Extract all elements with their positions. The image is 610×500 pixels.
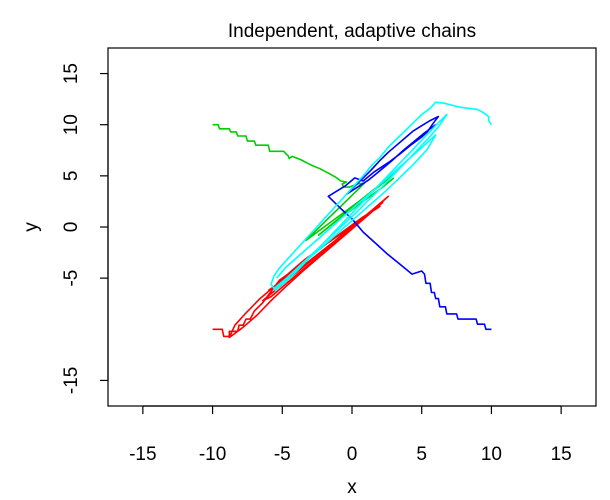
y-tick-label: 5 xyxy=(61,171,82,182)
x-tick-label: 0 xyxy=(347,444,358,465)
series-layer xyxy=(212,101,493,339)
y-tick-label: -5 xyxy=(61,270,82,287)
y-axis-label: y xyxy=(21,222,42,232)
x-axis: -15 -10 -5 0 5 10 15 xyxy=(129,405,572,465)
x-tick-label: -5 xyxy=(274,444,291,465)
x-tick-label: 10 xyxy=(481,444,502,465)
series-line-1 xyxy=(212,195,390,339)
y-tick-label: 15 xyxy=(61,63,82,84)
series-line-4 xyxy=(270,101,493,292)
x-tick-label: -15 xyxy=(129,444,156,465)
x-tick-label: 15 xyxy=(551,444,572,465)
y-tick-label: 10 xyxy=(61,114,82,135)
x-axis-label: x xyxy=(347,477,357,498)
y-axis: -15 -5 0 5 10 15 xyxy=(61,63,109,394)
y-tick-label: 0 xyxy=(61,222,82,233)
chart-title: Independent, adaptive chains xyxy=(228,21,476,42)
y-tick-label: -15 xyxy=(61,367,82,394)
x-tick-label: -10 xyxy=(199,444,226,465)
x-tick-label: 5 xyxy=(416,444,427,465)
